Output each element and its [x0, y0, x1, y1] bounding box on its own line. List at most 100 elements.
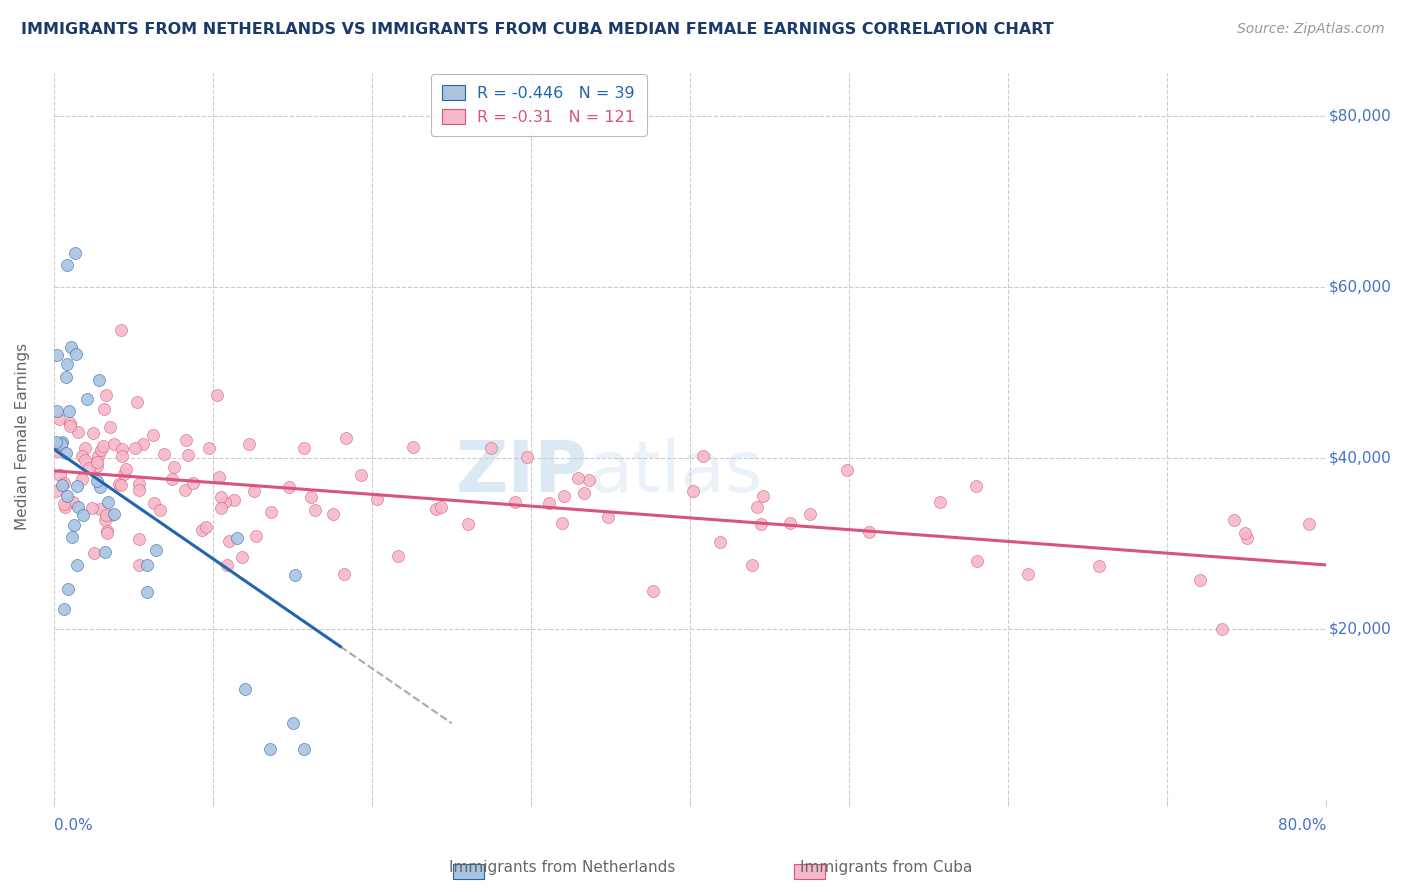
Point	[837, 463, 859, 477]
Point	[215, 558, 238, 573]
Point	[94, 388, 117, 402]
Point	[132, 436, 155, 450]
Point	[335, 431, 357, 445]
Point	[125, 395, 148, 409]
Point	[209, 490, 232, 504]
Point	[551, 516, 574, 531]
Point	[567, 471, 589, 485]
Point	[145, 543, 167, 558]
Point	[1211, 622, 1233, 636]
Point	[48, 412, 70, 426]
Point	[928, 494, 950, 508]
Point	[245, 529, 267, 543]
Point	[66, 425, 89, 439]
Point	[76, 392, 98, 406]
Text: Source: ZipAtlas.com: Source: ZipAtlas.com	[1237, 22, 1385, 37]
Point	[572, 486, 595, 500]
Text: 80.0%: 80.0%	[1278, 819, 1326, 833]
Point	[173, 483, 195, 498]
Point	[516, 450, 538, 464]
Point	[82, 425, 104, 440]
Point	[110, 478, 132, 492]
Point	[709, 535, 731, 549]
Point	[214, 495, 236, 509]
Point	[692, 450, 714, 464]
Point	[110, 323, 132, 337]
Point	[142, 496, 165, 510]
Point	[128, 532, 150, 546]
Point	[553, 489, 575, 503]
Text: atlas: atlas	[588, 439, 763, 508]
Point	[72, 471, 94, 485]
Point	[153, 447, 176, 461]
Point	[49, 437, 72, 451]
Text: ZIP: ZIP	[456, 439, 588, 508]
Point	[387, 549, 409, 564]
Point	[174, 434, 197, 448]
Point	[537, 496, 560, 510]
Point	[59, 418, 82, 433]
Point	[226, 531, 249, 545]
Point	[55, 370, 77, 384]
Point	[96, 524, 118, 539]
Point	[80, 501, 103, 516]
Point	[128, 558, 150, 572]
Point	[333, 566, 356, 581]
Point	[98, 420, 121, 434]
Point	[60, 530, 83, 544]
Point	[643, 583, 665, 598]
Point	[965, 479, 987, 493]
Text: $40,000: $40,000	[1329, 450, 1392, 466]
Text: $60,000: $60,000	[1329, 279, 1392, 294]
Point	[479, 441, 502, 455]
Point	[56, 357, 79, 371]
Point	[292, 742, 315, 756]
Point	[53, 497, 76, 511]
Point	[1088, 559, 1111, 574]
Point	[209, 501, 232, 516]
Point	[75, 441, 97, 455]
Text: Immigrants from Cuba: Immigrants from Cuba	[800, 860, 972, 874]
Point	[1298, 516, 1320, 531]
Point	[89, 480, 111, 494]
Point	[1233, 526, 1256, 541]
Point	[59, 417, 82, 431]
Point	[87, 450, 110, 464]
Point	[749, 516, 772, 531]
Point	[103, 437, 125, 451]
Point	[966, 554, 988, 568]
Point	[112, 467, 135, 482]
Point	[100, 508, 122, 522]
Point	[56, 582, 79, 596]
Point	[751, 489, 773, 503]
Point	[366, 492, 388, 507]
Point	[281, 716, 304, 731]
Point	[49, 468, 72, 483]
Point	[160, 472, 183, 486]
Point	[1223, 512, 1246, 526]
Point	[195, 519, 218, 533]
Point	[111, 442, 134, 456]
Point	[181, 476, 204, 491]
Point	[142, 427, 165, 442]
Point	[1017, 566, 1039, 581]
Point	[198, 441, 221, 455]
Point	[58, 404, 80, 418]
Point	[63, 245, 86, 260]
Point	[322, 507, 344, 521]
Point	[177, 448, 200, 462]
Point	[284, 567, 307, 582]
Point	[596, 510, 619, 524]
Point	[93, 545, 115, 559]
Point	[503, 495, 526, 509]
Point	[136, 585, 159, 599]
Point	[741, 558, 763, 572]
Point	[45, 435, 67, 450]
Point	[350, 467, 373, 482]
Point	[91, 439, 114, 453]
Point	[304, 503, 326, 517]
Point	[136, 558, 159, 572]
Point	[292, 441, 315, 455]
Point	[457, 516, 479, 531]
Point	[73, 453, 96, 467]
